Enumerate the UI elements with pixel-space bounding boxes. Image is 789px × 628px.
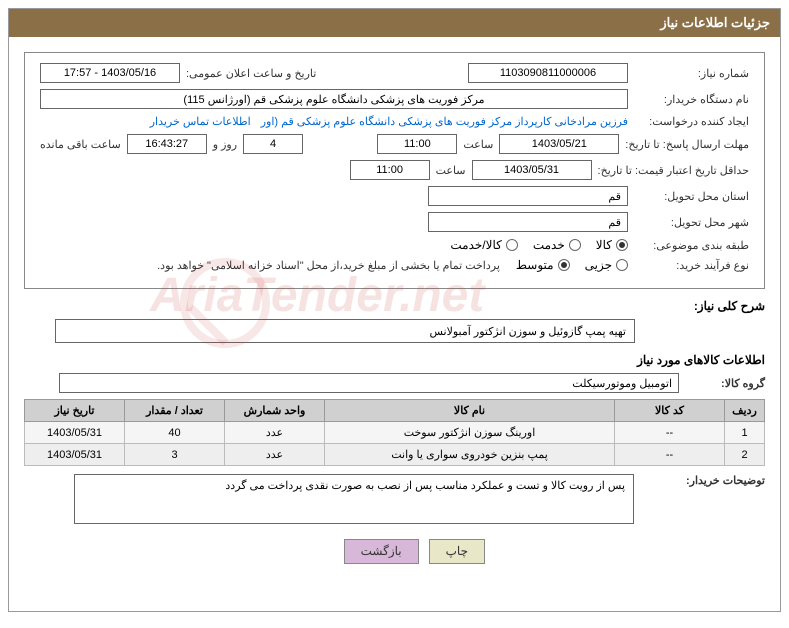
radio-icon xyxy=(569,239,581,251)
label-buyer-notes: توضیحات خریدار: xyxy=(650,474,765,487)
radio-label: کالا/خدمت xyxy=(450,238,501,252)
content: شماره نیاز: 1103090811000006 تاریخ و ساع… xyxy=(9,37,780,579)
table-cell: 3 xyxy=(125,444,225,466)
general-desc-title: شرح کلی نیاز: xyxy=(24,299,765,313)
label-province: استان محل تحویل: xyxy=(634,190,749,203)
value-goods-group: اتومبیل وموتورسیکلت xyxy=(59,373,679,393)
table-cell: 1403/05/31 xyxy=(25,422,125,444)
radio-option[interactable]: کالا xyxy=(596,238,628,252)
print-button[interactable]: چاپ xyxy=(429,539,485,564)
goods-info-title: اطلاعات کالاهای مورد نیاز xyxy=(24,353,765,367)
row-need-number: شماره نیاز: 1103090811000006 تاریخ و ساع… xyxy=(40,63,749,83)
label-goods-group: گروه کالا: xyxy=(685,377,765,390)
form-panel: شماره نیاز: 1103090811000006 تاریخ و ساع… xyxy=(24,52,765,289)
radio-option[interactable]: کالا/خدمت xyxy=(450,238,517,252)
table-cell: -- xyxy=(615,422,725,444)
goods-table: ردیفکد کالانام کالاواحد شمارشتعداد / مقد… xyxy=(24,399,765,466)
label-purchase-type: نوع فرآیند خرید: xyxy=(634,259,749,272)
radio-label: خدمت xyxy=(533,238,565,252)
table-header: واحد شمارش xyxy=(225,400,325,422)
buyer-contact-link[interactable]: اطلاعات تماس خریدار xyxy=(150,115,251,128)
row-city: شهر محل تحویل: قم xyxy=(40,212,749,232)
table-header: تاریخ نیاز xyxy=(25,400,125,422)
label-request-creator: ایجاد کننده درخواست: xyxy=(634,115,749,128)
table-cell: 40 xyxy=(125,422,225,444)
radio-label: جزیی xyxy=(585,258,612,272)
value-announcement: 1403/05/16 - 17:57 xyxy=(40,63,180,83)
row-deadline: مهلت ارسال پاسخ: تا تاریخ: 1403/05/21 سا… xyxy=(40,134,749,154)
radio-label: متوسط xyxy=(516,258,554,272)
row-buyer-notes: توضیحات خریدار: پس از رویت کالا و تست و … xyxy=(24,474,765,524)
row-buyer-org: نام دستگاه خریدار: مرکز فوریت های پزشکی … xyxy=(40,89,749,109)
value-remaining-days: 4 xyxy=(243,134,303,154)
table-cell: اورینگ سوزن انژکتور سوخت xyxy=(325,422,615,444)
label-announcement: تاریخ و ساعت اعلان عمومی: xyxy=(186,67,316,80)
general-desc-value: تهیه پمپ گازوئیل و سوزن انژکتور آمبولانس xyxy=(55,319,635,343)
value-remaining-time: 16:43:27 xyxy=(127,134,207,154)
value-price-validity-date: 1403/05/31 xyxy=(472,160,592,180)
value-province: قم xyxy=(428,186,628,206)
label-time-1: ساعت xyxy=(463,138,493,151)
table-cell: عدد xyxy=(225,444,325,466)
label-time-2: ساعت xyxy=(436,164,466,177)
row-price-validity: حداقل تاریخ اعتبار قیمت: تا تاریخ: 1403/… xyxy=(40,160,749,180)
radio-option[interactable]: متوسط xyxy=(516,258,570,272)
label-days-and: روز و xyxy=(213,138,237,151)
category-radio-group: کالا خدمت کالا/خدمت xyxy=(450,238,628,252)
table-row: 1--اورینگ سوزن انژکتور سوختعدد401403/05/… xyxy=(25,422,765,444)
table-cell: 1 xyxy=(725,422,765,444)
row-purchase-type: نوع فرآیند خرید: جزیی متوسط پرداخت تمام ی… xyxy=(40,258,749,272)
label-price-validity: حداقل تاریخ اعتبار قیمت: تا تاریخ: xyxy=(598,164,749,177)
value-deadline-date: 1403/05/21 xyxy=(499,134,619,154)
row-request-creator: ایجاد کننده درخواست: فرزین مرادخانی کارپ… xyxy=(40,115,749,128)
label-category: طبقه بندی موضوعی: xyxy=(634,239,749,252)
table-header: تعداد / مقدار xyxy=(125,400,225,422)
radio-icon xyxy=(616,259,628,271)
main-panel: جزئیات اطلاعات نیاز شماره نیاز: 11030908… xyxy=(8,8,781,612)
label-deadline: مهلت ارسال پاسخ: تا تاریخ: xyxy=(625,138,749,151)
table-row: 2--پمپ بنزین خودروی سواری یا وانتعدد3140… xyxy=(25,444,765,466)
table-cell: 1403/05/31 xyxy=(25,444,125,466)
radio-icon xyxy=(616,239,628,251)
row-category: طبقه بندی موضوعی: کالا خدمت کالا/خدمت xyxy=(40,238,749,252)
value-city: قم xyxy=(428,212,628,232)
buyer-notes-value: پس از رویت کالا و تست و عملکرد مناسب پس … xyxy=(74,474,634,524)
radio-option[interactable]: خدمت xyxy=(533,238,581,252)
radio-label: کالا xyxy=(596,238,612,252)
row-province: استان محل تحویل: قم xyxy=(40,186,749,206)
table-cell: عدد xyxy=(225,422,325,444)
radio-icon xyxy=(506,239,518,251)
label-buyer-org: نام دستگاه خریدار: xyxy=(634,93,749,106)
payment-note: پرداخت تمام یا بخشی از مبلغ خرید،از محل … xyxy=(157,259,500,272)
label-need-number: شماره نیاز: xyxy=(634,67,749,80)
label-city: شهر محل تحویل: xyxy=(634,216,749,229)
table-cell: -- xyxy=(615,444,725,466)
button-row: چاپ بازگشت xyxy=(24,539,485,564)
value-deadline-time: 11:00 xyxy=(377,134,457,154)
value-price-validity-time: 11:00 xyxy=(350,160,430,180)
panel-title: جزئیات اطلاعات نیاز xyxy=(9,9,780,37)
purchase-radio-group: جزیی متوسط xyxy=(516,258,628,272)
table-cell: پمپ بنزین خودروی سواری یا وانت xyxy=(325,444,615,466)
value-need-number: 1103090811000006 xyxy=(468,63,628,83)
value-buyer-org: مرکز فوریت های پزشکی دانشگاه علوم پزشکی … xyxy=(40,89,628,109)
value-request-creator: فرزین مرادخانی کارپرداز مرکز فوریت های پ… xyxy=(261,115,628,128)
radio-icon xyxy=(558,259,570,271)
table-header: نام کالا xyxy=(325,400,615,422)
row-goods-group: گروه کالا: اتومبیل وموتورسیکلت xyxy=(24,373,765,393)
table-header: کد کالا xyxy=(615,400,725,422)
label-remaining: ساعت باقی مانده xyxy=(40,138,121,151)
radio-option[interactable]: جزیی xyxy=(585,258,628,272)
table-cell: 2 xyxy=(725,444,765,466)
table-header: ردیف xyxy=(725,400,765,422)
back-button[interactable]: بازگشت xyxy=(344,539,419,564)
